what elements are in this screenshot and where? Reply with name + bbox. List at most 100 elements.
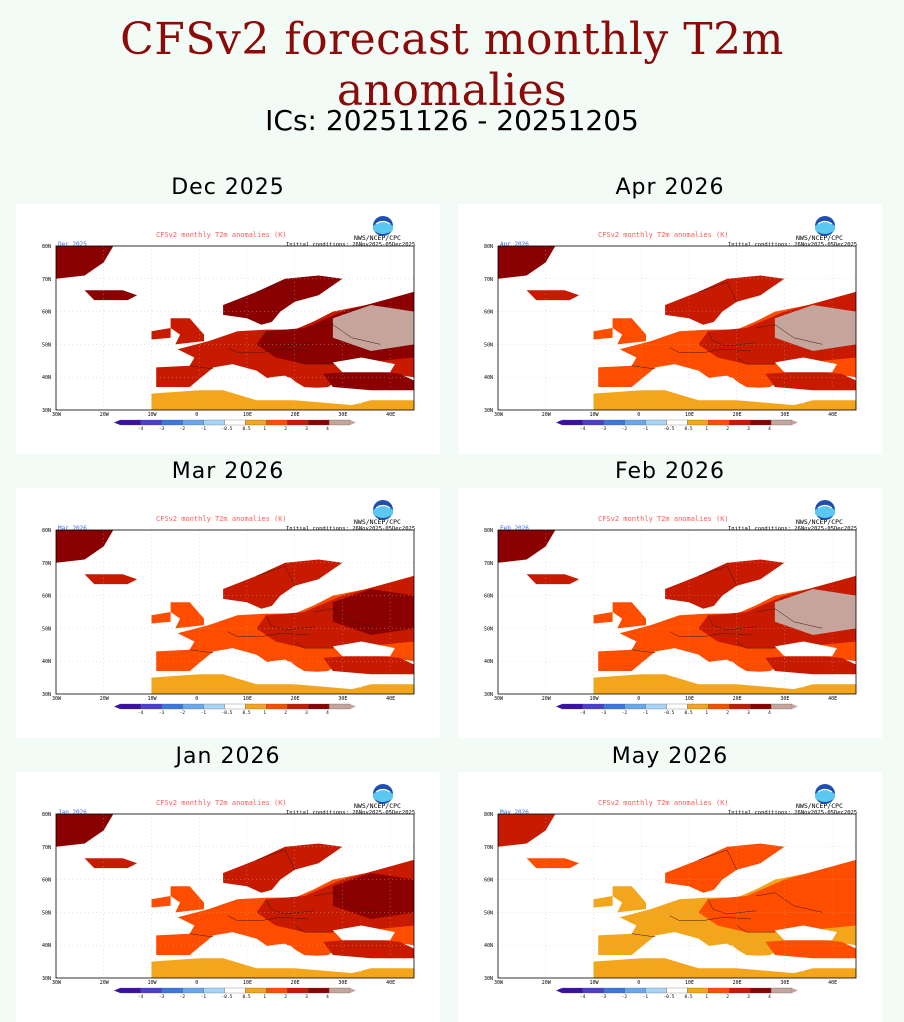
- lon-tick-label: 10W: [147, 696, 157, 702]
- noaa-logo-icon: [373, 784, 393, 804]
- lon-tick-label: 20W: [100, 412, 110, 418]
- colorbar-swatch: [561, 987, 584, 994]
- panel-label: Mar 2026: [171, 459, 285, 484]
- map-frame: [55, 529, 415, 695]
- colorbar-swatch: [666, 987, 688, 994]
- border-line: [294, 641, 333, 649]
- lon-tick-label: 10E: [243, 696, 252, 702]
- lon-tick-label: 0: [195, 980, 198, 986]
- anomaly-region: [323, 938, 414, 959]
- colorbar-swatch: [645, 987, 667, 994]
- colorbar-label: 1: [263, 426, 266, 432]
- colorbar-swatch: [729, 987, 751, 994]
- colorbar-swatch: [203, 419, 225, 426]
- sea-region: [708, 585, 751, 612]
- anomaly-region: [323, 370, 414, 391]
- colorbar-swatch: [582, 419, 604, 426]
- colorbar-swatch: [687, 987, 709, 994]
- anomaly-region: [323, 654, 414, 675]
- map-svg: CFSv2 monthly T2m anomalies (K) NWS/NCEP/…: [42, 216, 415, 432]
- map-panel: CFSv2 monthly T2m anomalies (K) NWS/NCEP/…: [458, 488, 882, 738]
- colorbar-swatch: [203, 987, 225, 994]
- noaa-logo-icon: [815, 216, 835, 236]
- lat-tick-label: 50N: [42, 910, 51, 916]
- lat-tick-label: 30N: [42, 976, 51, 982]
- colorbar-label: -4: [580, 426, 586, 432]
- panel-label: Apr 2026: [615, 175, 725, 200]
- border-line: [631, 649, 656, 654]
- colorbar-swatch: [182, 987, 204, 994]
- map-panel: CFSv2 monthly T2m anomalies (K) NWS/NCEP/…: [16, 772, 440, 1022]
- lon-tick-label: 30E: [338, 696, 347, 702]
- map-frame: [55, 245, 415, 411]
- colorbar-label: -2: [180, 710, 186, 716]
- map-svg: CFSv2 monthly T2m anomalies (K) NWS/NCEP/…: [484, 784, 857, 1000]
- sea-region: [617, 375, 804, 404]
- map-title-text: CFSv2 monthly T2m anomalies (K): [156, 515, 287, 523]
- anomaly-region: [698, 859, 856, 933]
- sea-region: [175, 943, 362, 972]
- lat-tick-label: 80N: [42, 812, 51, 818]
- lon-tick-label: 20E: [291, 412, 300, 418]
- colorbar-swatch: [582, 703, 604, 710]
- colorbar-swatch: [161, 419, 183, 426]
- border-line: [736, 925, 775, 933]
- colorbar-label: 1: [263, 994, 266, 1000]
- lat-tick-label: 60N: [484, 310, 493, 316]
- colorbar-swatch: [266, 987, 288, 994]
- border-line: [698, 849, 737, 870]
- panel-label: Feb 2026: [615, 459, 725, 484]
- border-line: [755, 608, 823, 629]
- lon-tick-label: 10E: [243, 412, 252, 418]
- colorbar-swatch: [224, 419, 246, 426]
- colorbar-swatch: [245, 703, 267, 710]
- ic-text: Initial conditions: 26Nov2025-05Dec2025: [286, 526, 415, 532]
- colorbar-swatch: [645, 703, 667, 710]
- main-title: CFSv2 forecast monthly T2m anomalies: [120, 14, 784, 116]
- lat-tick-label: 30N: [42, 692, 51, 698]
- colorbar-label: -3: [159, 994, 165, 1000]
- map-title-text: CFSv2 monthly T2m anomalies (K): [598, 231, 729, 239]
- colorbar-arrow-icon: [114, 988, 120, 993]
- anomaly-region: [332, 589, 414, 635]
- colorbar-label: 2: [726, 994, 729, 1000]
- lon-tick-label: 40E: [828, 696, 837, 702]
- colorbar-label: -2: [180, 994, 186, 1000]
- lon-tick-label: 20E: [733, 412, 742, 418]
- anomaly-region: [765, 370, 856, 391]
- anomaly-region: [84, 290, 138, 301]
- colorbar-swatch: [666, 419, 688, 426]
- colorbar-label: 0.5: [684, 710, 692, 716]
- colorbar-label: 4: [768, 710, 771, 716]
- anomaly-region: [170, 886, 204, 913]
- colorbar-swatch: [182, 703, 204, 710]
- lon-tick-label: 40E: [386, 696, 395, 702]
- border-line: [698, 281, 737, 302]
- colorbar-swatch: [328, 703, 351, 710]
- border-line: [631, 365, 656, 370]
- anomaly-region: [526, 858, 580, 869]
- colorbar-label: 2: [726, 710, 729, 716]
- map-svg: CFSv2 monthly T2m anomalies (K) NWS/NCEP/…: [484, 216, 857, 432]
- colorbar-label: 2: [726, 426, 729, 432]
- map-title-text: CFSv2 monthly T2m anomalies (K): [598, 799, 729, 807]
- anomaly-region: [593, 328, 613, 340]
- colorbar-swatch: [140, 703, 162, 710]
- colorbar-label: 1: [705, 426, 708, 432]
- panel-label: Jan 2026: [175, 744, 281, 769]
- colorbar-label: 0.5: [242, 710, 250, 716]
- border-line: [189, 365, 214, 370]
- colorbar-label: 2: [284, 426, 287, 432]
- map-panel: CFSv2 monthly T2m anomalies (K) NWS/NCEP/…: [458, 204, 882, 454]
- colorbar-label: 0.5: [242, 426, 250, 432]
- colorbar-label: -4: [580, 994, 586, 1000]
- map-frame: [497, 245, 857, 411]
- border-line: [227, 915, 310, 921]
- colorbar-swatch: [308, 703, 330, 710]
- colorbar-swatch: [119, 987, 142, 994]
- map-svg: CFSv2 monthly T2m anomalies (K) NWS/NCEP/…: [42, 500, 415, 716]
- sea-region: [175, 659, 362, 688]
- colorbar-swatch: [119, 703, 142, 710]
- colorbar-swatch: [203, 703, 225, 710]
- anomaly-region: [56, 530, 114, 563]
